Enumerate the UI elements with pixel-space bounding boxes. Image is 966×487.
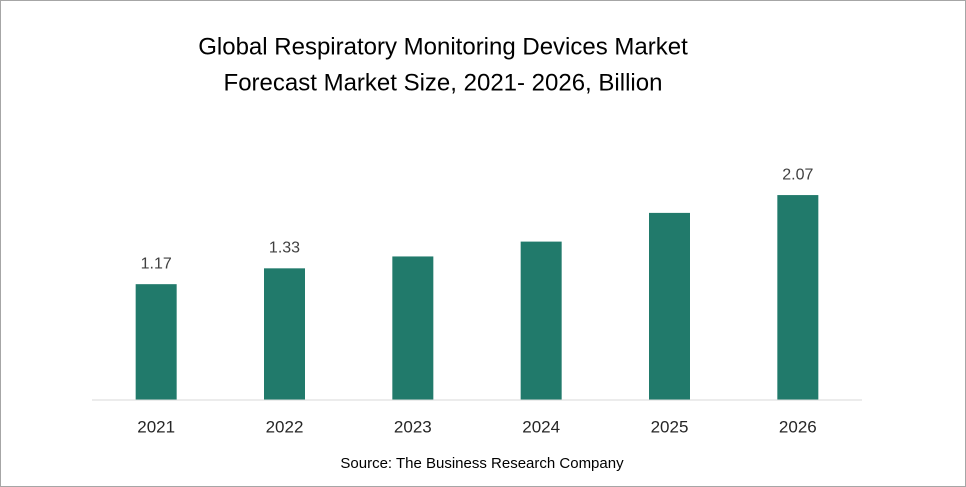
bar <box>135 284 177 400</box>
value-label: 1.17 <box>141 255 172 272</box>
bar <box>777 195 819 400</box>
chart-subtitle: Forecast Market Size, 2021- 2026, Billio… <box>224 69 663 96</box>
value-label: 1.33 <box>269 240 300 257</box>
x-tick-label: 2026 <box>779 417 817 436</box>
x-tick-label: 2023 <box>394 417 432 436</box>
chart-title: Global Respiratory Monitoring Devices Ma… <box>198 33 688 60</box>
bar <box>264 268 305 400</box>
bar <box>392 256 434 400</box>
value-label: 2.07 <box>782 166 813 183</box>
x-tick-label: 2025 <box>651 417 689 436</box>
source-note: Source: The Business Research Company <box>340 455 624 472</box>
bar <box>649 212 690 400</box>
x-tick-label: 2022 <box>266 417 304 436</box>
x-tick-label: 2021 <box>137 417 175 436</box>
x-tick-label: 2024 <box>522 417 560 436</box>
bar <box>520 241 562 400</box>
